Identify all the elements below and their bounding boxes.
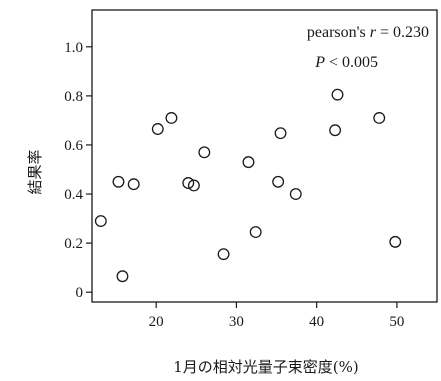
data-point [373, 112, 386, 124]
x-axis: 20 30 40 50 [149, 302, 404, 330]
data-point [94, 215, 107, 227]
data-point [217, 248, 230, 261]
y-tick-label: 0.2 [64, 236, 83, 252]
data-point [242, 156, 255, 169]
r-value: = 0.230 [376, 24, 429, 41]
y-tick-label: 1.0 [64, 40, 83, 56]
data-point [249, 226, 262, 239]
data-point [331, 88, 344, 101]
data-point [116, 270, 129, 283]
data-point [151, 123, 164, 135]
data-point [389, 235, 402, 248]
data-point [127, 178, 140, 191]
data-point [187, 179, 200, 192]
y-tick-label: 0.4 [64, 187, 83, 203]
data-point [289, 188, 302, 200]
x-tick-label: 40 [309, 314, 324, 330]
data-point [274, 127, 287, 140]
y-axis: 0 0.2 0.4 0.6 0.8 1.0 [64, 40, 92, 301]
p-value: < 0.005 [325, 54, 378, 71]
data-point [165, 112, 178, 124]
data-point [182, 177, 195, 189]
x-axis-title: 1月の相対光量子束密度(%) [173, 358, 359, 376]
data-point [329, 124, 342, 137]
correlation-annotation: pearson's r = 0.230 [307, 24, 429, 41]
r-symbol: r [370, 24, 377, 41]
data-point [198, 146, 211, 159]
data-point [272, 175, 285, 188]
data-points [94, 88, 402, 283]
plot-frame [91, 9, 438, 303]
y-axis-title: 結果率 [26, 149, 44, 194]
y-tick-label: 0.6 [64, 138, 83, 154]
y-tick-label: 0 [76, 285, 84, 301]
p-symbol: P [314, 54, 325, 71]
x-tick-label: 50 [389, 314, 404, 330]
stat-label: pearson's [307, 24, 370, 41]
x-tick-label: 20 [149, 314, 164, 330]
data-point [112, 175, 125, 188]
p-value-annotation: P < 0.005 [314, 54, 378, 71]
x-tick-label: 30 [229, 314, 244, 330]
y-tick-label: 0.8 [64, 89, 83, 105]
